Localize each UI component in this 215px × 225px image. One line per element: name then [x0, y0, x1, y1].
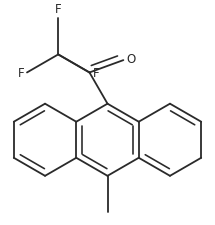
Text: F: F: [55, 3, 61, 16]
Text: O: O: [126, 53, 136, 66]
Text: F: F: [17, 67, 24, 80]
Text: F: F: [92, 67, 99, 80]
